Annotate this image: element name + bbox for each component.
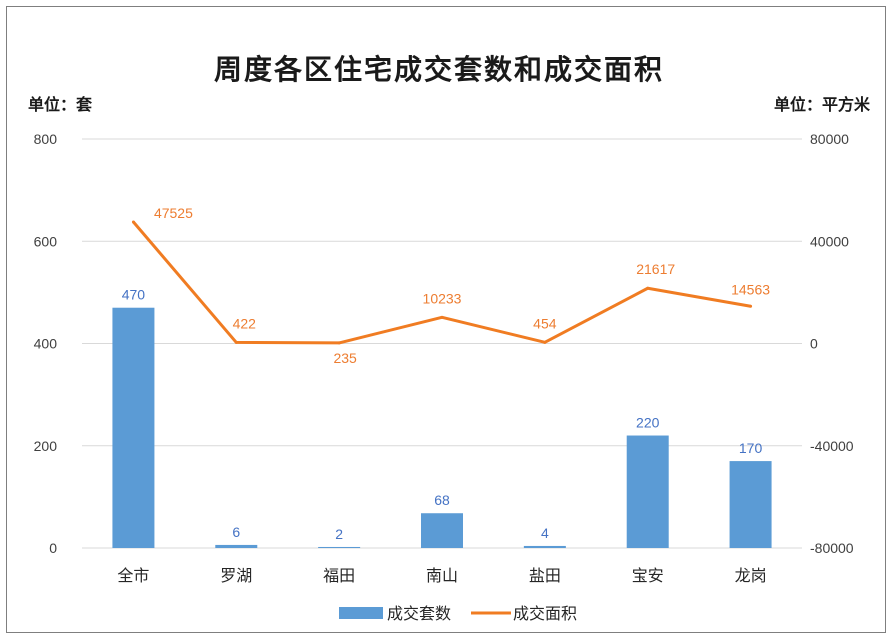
bar xyxy=(318,546,361,548)
left-tick-label: 600 xyxy=(34,233,58,249)
category-label: 盐田 xyxy=(529,566,561,585)
category-label: 全市 xyxy=(117,566,149,585)
bar-value-label: 6 xyxy=(232,524,240,540)
gridlines xyxy=(82,138,802,549)
right-tick-label: 0 xyxy=(810,336,818,352)
category-label: 罗湖 xyxy=(220,566,252,585)
legend: 成交套数 成交面积 xyxy=(339,604,577,623)
right-tick-label: 40000 xyxy=(810,233,849,249)
right-axis-ticks: -80000 -40000 0 40000 80000 xyxy=(810,131,854,556)
category-labels: 全市 罗湖 福田 南山 盐田 宝安 龙岗 xyxy=(117,566,766,585)
line-point xyxy=(234,340,238,344)
bar-value-label: 2 xyxy=(335,526,343,542)
line-value-label: 21617 xyxy=(636,261,675,277)
bar-series: 470 6 2 68 4 220 170 xyxy=(112,287,772,548)
bar-value-label: 68 xyxy=(434,492,450,508)
line-value-label: 454 xyxy=(533,315,557,331)
left-tick-label: 0 xyxy=(49,540,57,556)
bar xyxy=(215,544,258,548)
bar-value-label: 4 xyxy=(541,525,549,541)
line-series: 47525 422 235 10233 454 21617 14563 xyxy=(131,205,770,366)
chart-title: 周度各区住宅成交套数和成交面积 xyxy=(214,53,664,86)
bar-value-label: 220 xyxy=(636,415,660,431)
left-tick-label: 200 xyxy=(34,438,58,454)
left-axis-unit: 单位：套 xyxy=(28,95,93,114)
bar-value-label: 470 xyxy=(122,287,146,303)
right-tick-label: -40000 xyxy=(810,438,854,454)
line-value-label: 235 xyxy=(333,350,357,366)
bar xyxy=(626,435,669,548)
line-point xyxy=(337,341,341,345)
line-value-label: 422 xyxy=(233,315,257,331)
line-point xyxy=(440,315,444,319)
right-axis-unit: 单位：平方米 xyxy=(774,95,871,114)
right-tick-label: 80000 xyxy=(810,131,849,147)
left-tick-label: 800 xyxy=(34,131,58,147)
chart-frame: 周度各区住宅成交套数和成交面积 单位：套 单位：平方米 0 200 400 600 80… xyxy=(6,6,886,633)
legend-bar-swatch xyxy=(339,607,383,619)
category-label: 宝安 xyxy=(632,566,664,585)
bar xyxy=(421,513,463,548)
legend-line-label: 成交面积 xyxy=(513,604,577,623)
line-value-label: 14563 xyxy=(731,281,770,297)
legend-bar-label: 成交套数 xyxy=(387,604,451,623)
line-point xyxy=(646,286,650,290)
bar xyxy=(112,307,155,548)
line-value-label: 10233 xyxy=(423,290,462,306)
line-point xyxy=(543,340,547,344)
line-path xyxy=(132,221,751,345)
bar xyxy=(729,461,772,548)
category-label: 福田 xyxy=(323,566,355,585)
category-label: 龙岗 xyxy=(735,566,767,585)
left-tick-label: 400 xyxy=(34,336,58,352)
line-point xyxy=(131,220,135,224)
chart-svg: 周度各区住宅成交套数和成交面积 单位：套 单位：平方米 0 200 400 600 80… xyxy=(28,53,871,623)
line-value-label: 47525 xyxy=(154,205,193,221)
category-label: 南山 xyxy=(426,566,458,585)
bar xyxy=(523,545,566,548)
right-tick-label: -80000 xyxy=(810,540,854,556)
bar-value-label: 170 xyxy=(739,440,763,456)
left-axis-ticks: 0 200 400 600 800 xyxy=(34,131,58,556)
line-point xyxy=(749,304,753,308)
